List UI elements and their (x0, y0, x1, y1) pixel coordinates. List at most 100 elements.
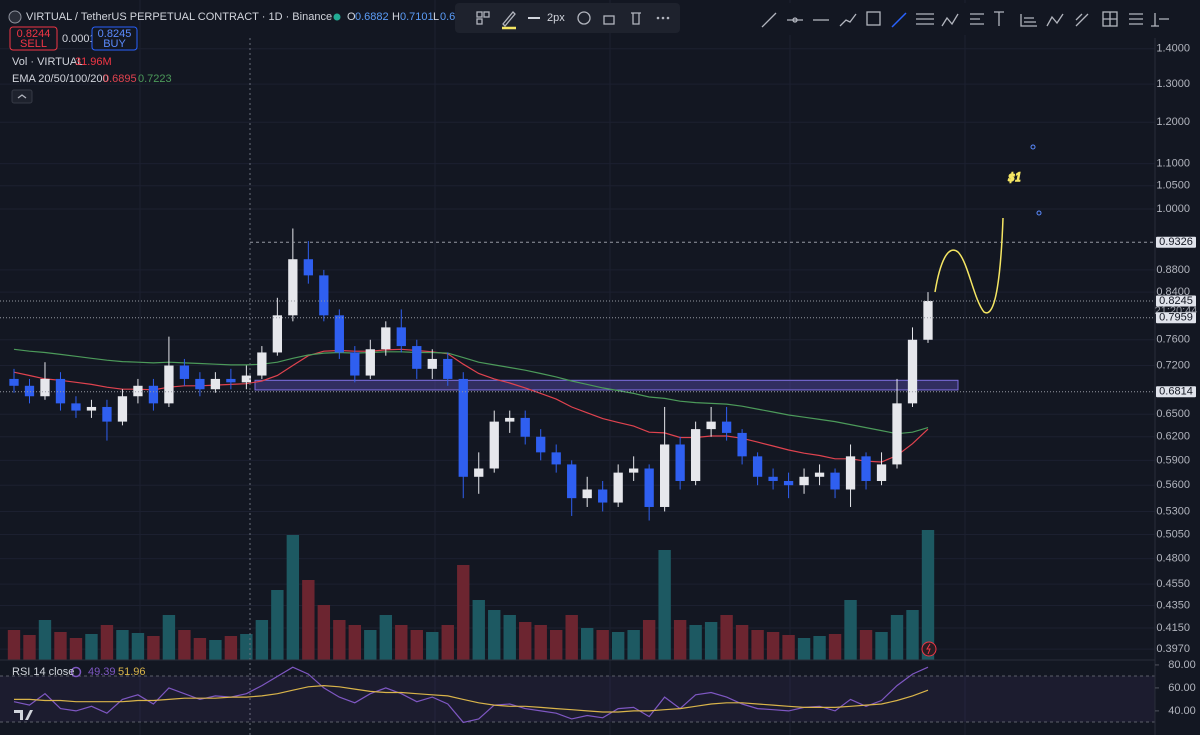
icon[interactable] (603, 15, 615, 25)
volume-bar (395, 625, 408, 660)
volume-bar (224, 636, 238, 660)
icon[interactable] (656, 16, 660, 20)
volume-bar (317, 605, 331, 660)
price-marker-label: 0.7959 (1159, 312, 1193, 324)
y-tick-label: 1.3000 (1156, 78, 1190, 90)
ema-legend-value: 0.6895 (103, 73, 137, 85)
volume-bar (627, 630, 640, 660)
volume-bar (658, 550, 671, 660)
tool[interactable] (970, 13, 984, 25)
tool[interactable] (1046, 13, 1064, 27)
sell-button[interactable] (9, 26, 58, 51)
handle[interactable] (1030, 144, 1036, 150)
volume-bar (472, 600, 485, 660)
candle-body (241, 375, 252, 383)
tool[interactable] (941, 13, 959, 27)
handle[interactable] (1036, 210, 1042, 216)
tool[interactable] (916, 13, 934, 25)
volume-bar (735, 625, 749, 660)
candle-body (195, 378, 205, 390)
y-tick-label: 0.5600 (1156, 479, 1190, 491)
ema-line (13, 348, 929, 435)
volume-bar (782, 635, 795, 660)
alert-glyph (926, 643, 931, 655)
volume-bar (162, 615, 176, 660)
candle-body (272, 315, 283, 353)
volume-bar (844, 600, 857, 660)
tool[interactable] (1151, 13, 1169, 27)
candle-body (567, 464, 577, 499)
candle-body (520, 417, 530, 437)
collapse-icon (17, 94, 27, 99)
rsi-ma-legend-value: 51.96 (118, 666, 146, 678)
y-tick-label: 0.7600 (1156, 334, 1190, 346)
annotation: $1 (1008, 171, 1022, 184)
tool[interactable] (1129, 13, 1143, 25)
volume-bar (906, 610, 919, 660)
price-marker (1156, 295, 1196, 307)
volume-bar (348, 625, 362, 660)
candle-body (474, 468, 484, 477)
volume-bar (69, 638, 83, 660)
y-tick-label: 1.4000 (1156, 43, 1190, 55)
icon[interactable] (577, 11, 591, 25)
tool[interactable] (866, 11, 881, 26)
line-width[interactable]: 2px (547, 12, 565, 24)
chart-title: VIRTUAL / TetherUS PERPETUAL CONTRACT · … (26, 11, 332, 23)
tool[interactable] (994, 11, 1004, 26)
icon[interactable] (476, 11, 483, 18)
volume-bar (457, 565, 470, 660)
rsi-tick-label: 80.00 (1168, 659, 1196, 671)
volume-bar (921, 530, 935, 660)
volume-bar (550, 630, 563, 660)
candle-body (907, 339, 918, 404)
volume-bar (875, 632, 888, 660)
tool[interactable] (787, 17, 803, 23)
icon[interactable] (631, 12, 641, 25)
tool[interactable] (761, 12, 777, 28)
volume-bar (302, 580, 315, 660)
volume-bar (797, 638, 811, 660)
candle-body (876, 464, 887, 481)
drawing-toolbar (455, 3, 680, 33)
price-marker-label: 0.8245 (1159, 295, 1193, 307)
candle-body (659, 444, 670, 507)
buy-button[interactable] (91, 26, 138, 51)
tool[interactable] (891, 12, 907, 28)
candle-body (582, 489, 592, 499)
collapse-button[interactable] (11, 89, 33, 104)
tool[interactable] (839, 13, 857, 27)
candle-body (489, 421, 499, 469)
candle-body (226, 378, 236, 383)
rsi-legend-value: 49.39 (88, 666, 116, 678)
tool[interactable] (1020, 14, 1037, 27)
volume-bar (23, 635, 36, 660)
candle-body (861, 456, 871, 481)
candle-body (396, 327, 406, 347)
tools-icons (761, 11, 1169, 28)
price-line-layer (0, 241, 1155, 393)
candle-body (752, 456, 763, 477)
icon[interactable] (502, 11, 516, 27)
volume-bar (828, 634, 842, 660)
volume-bar (85, 634, 98, 660)
y-tick-label: 0.6200 (1156, 431, 1190, 443)
buy-price: 0.8245 (98, 28, 132, 40)
candle-body (830, 472, 840, 490)
rsi-tick-label: 60.00 (1168, 682, 1196, 694)
y-tick-label: 0.8400 (1156, 286, 1190, 298)
y-tick-label: 1.0000 (1156, 203, 1190, 215)
candle-body (303, 259, 313, 276)
tools-bar (735, 3, 1200, 35)
zone-layer (254, 379, 959, 391)
volume-bar (813, 636, 826, 660)
volume-bar (565, 615, 578, 660)
sell-price: 0.8244 (17, 28, 51, 40)
volume-bar (704, 622, 718, 660)
price-marker (1156, 236, 1196, 248)
candle-body (133, 385, 143, 397)
tool[interactable] (1075, 13, 1089, 27)
ohlc-value: 0.6882 (355, 11, 389, 23)
candle-body (86, 406, 97, 411)
sell-label: SELL (20, 38, 47, 50)
